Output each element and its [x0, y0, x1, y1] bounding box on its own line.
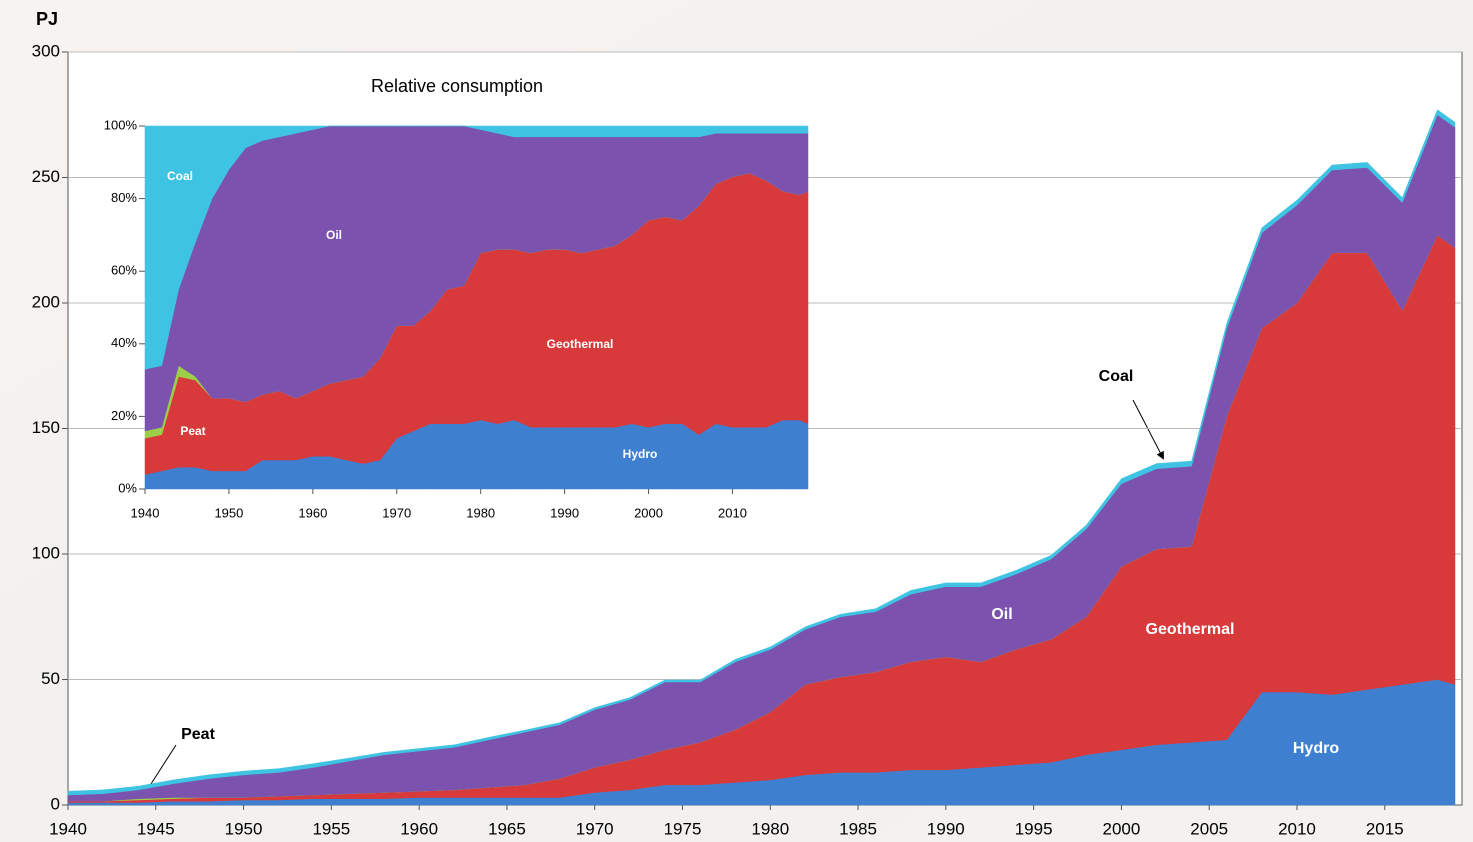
series-label: Oil — [326, 228, 342, 242]
x-tick-label: 1965 — [488, 819, 526, 838]
x-tick-label: 2000 — [634, 505, 663, 520]
x-tick-label: 1980 — [751, 819, 789, 838]
x-tick-label: 1940 — [49, 819, 87, 838]
x-tick-label: 1950 — [214, 505, 243, 520]
y-tick-label: 40% — [111, 335, 137, 350]
x-tick-label: 2010 — [718, 505, 747, 520]
x-tick-label: 1950 — [225, 819, 263, 838]
series-label: Hydro — [623, 447, 658, 461]
series-label: Coal — [1099, 368, 1134, 385]
x-tick-label: 2005 — [1190, 819, 1228, 838]
x-tick-label: 2000 — [1103, 819, 1141, 838]
x-tick-label: 1990 — [927, 819, 965, 838]
x-tick-label: 1970 — [382, 505, 411, 520]
inset-title: Relative consumption — [371, 76, 543, 96]
y-tick-label: 50 — [41, 669, 60, 688]
series-label: Hydro — [1293, 740, 1339, 757]
series-label: Peat — [180, 424, 205, 438]
y-tick-label: 0% — [118, 480, 137, 495]
x-tick-label: 1995 — [1015, 819, 1053, 838]
x-tick-label: 2015 — [1366, 819, 1404, 838]
y-tick-label: 150 — [32, 418, 60, 437]
chart: 0 50 100 150 200 250 300 1940 1945 1950 1955 1960 19… — [0, 0, 1473, 842]
x-tick-label: 2010 — [1278, 819, 1316, 838]
x-tick-label: 1940 — [131, 505, 160, 520]
series-label: Geothermal — [547, 337, 614, 351]
x-tick-label: 1975 — [664, 819, 702, 838]
x-tick-label: 1970 — [576, 819, 614, 838]
series-label: Oil — [991, 606, 1012, 623]
y-tick-label: 100% — [104, 117, 138, 132]
y-tick-label: 100 — [32, 543, 60, 562]
x-tick-label: 1985 — [839, 819, 877, 838]
x-tick-label: 1990 — [550, 505, 579, 520]
y-tick-label: 60% — [111, 263, 137, 278]
x-tick-label: 1955 — [312, 819, 350, 838]
y-axis-label: PJ — [36, 9, 58, 29]
y-tick-label: 250 — [32, 167, 60, 186]
series-label: Coal — [167, 169, 193, 183]
series-label: Geothermal — [1146, 621, 1235, 638]
y-tick-label: 0 — [51, 794, 60, 813]
y-tick-label: 300 — [32, 41, 60, 60]
series-label: Peat — [181, 726, 215, 743]
y-tick-label: 80% — [111, 190, 137, 205]
y-tick-label: 200 — [32, 292, 60, 311]
x-tick-label: 1960 — [400, 819, 438, 838]
page: {"chart_data":[ {"type":"area","stacked"… — [0, 0, 1473, 842]
x-tick-label: 1980 — [466, 505, 495, 520]
inset-chart: 0% 20% 40% 60% 80% 100% 1940 1950 1960 1970 1980 19… — [104, 117, 808, 520]
y-tick-label: 20% — [111, 408, 137, 423]
x-tick-label: 1960 — [298, 505, 327, 520]
x-tick-label: 1945 — [137, 819, 175, 838]
